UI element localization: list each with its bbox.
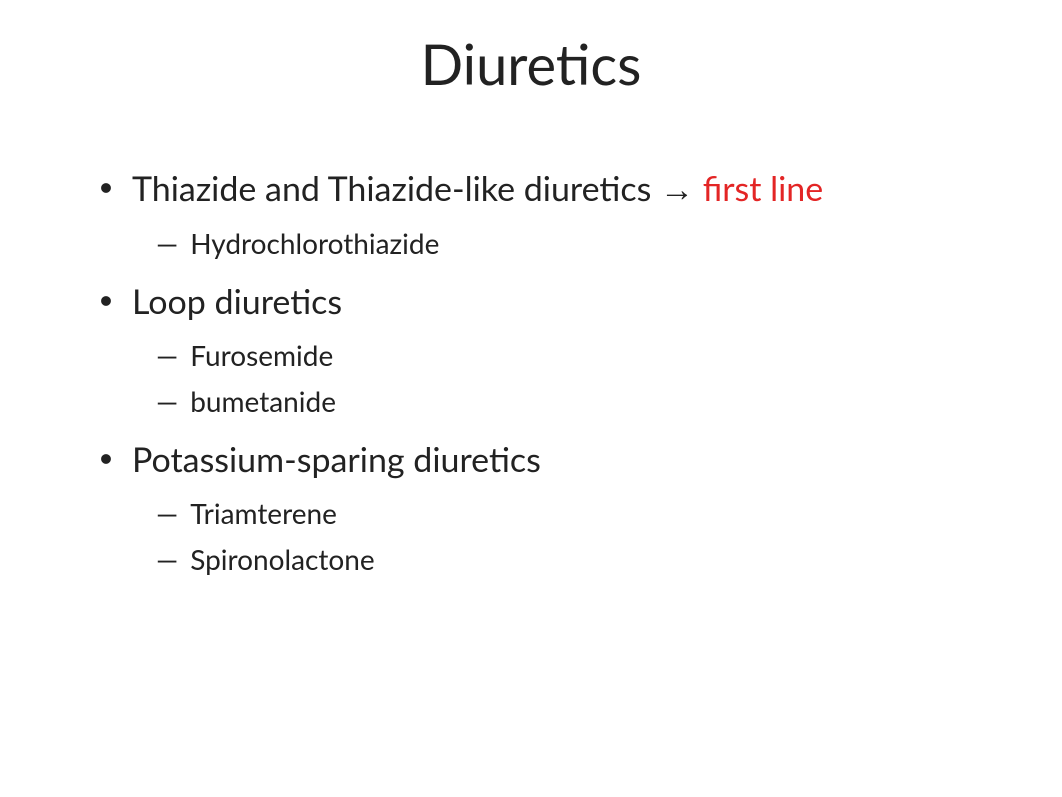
bullet-marker: ● [100, 438, 112, 478]
sub-list: — Triamterene — Spironolactone [100, 494, 1002, 578]
arrow-icon: → [660, 171, 694, 209]
sub-marker: — [156, 382, 178, 420]
sub-text: bumetanide [190, 382, 336, 420]
bullet-item: ● Potassium-sparing diuretics [100, 438, 1002, 482]
sub-marker: — [156, 336, 178, 374]
bullet-marker: ● [100, 167, 112, 207]
slide-content: ● Thiazide and Thiazide-like diuretics →… [60, 167, 1002, 578]
sub-text: Triamterene [190, 494, 337, 532]
sub-text: Hydrochlorothiazide [190, 224, 439, 262]
bullet-text: Thiazide and Thiazide-like diuretics → f… [132, 167, 823, 212]
highlight-text: first line [694, 168, 823, 209]
sub-item: — Hydrochlorothiazide [156, 224, 1002, 262]
sub-list: — Furosemide — bumetanide [100, 336, 1002, 420]
sub-text: Furosemide [190, 336, 333, 374]
slide-title: Diuretics [60, 30, 1002, 97]
slide: Diuretics ● Thiazide and Thiazide-like d… [0, 0, 1062, 797]
sub-item: — Triamterene [156, 494, 1002, 532]
sub-item: — Spironolactone [156, 540, 1002, 578]
sub-text: Spironolactone [190, 540, 374, 578]
bullet-item: ● Thiazide and Thiazide-like diuretics →… [100, 167, 1002, 212]
sub-item: — bumetanide [156, 382, 1002, 420]
bullet-text: Potassium-sparing diuretics [132, 438, 541, 482]
sub-marker: — [156, 540, 178, 578]
sub-item: — Furosemide [156, 336, 1002, 374]
sub-list: — Hydrochlorothiazide [100, 224, 1002, 262]
bullet-marker: ● [100, 280, 112, 320]
sub-marker: — [156, 494, 178, 532]
bullet-text: Loop diuretics [132, 280, 342, 324]
bullet-label: Thiazide and Thiazide-like diuretics [132, 168, 660, 209]
sub-marker: — [156, 224, 178, 262]
bullet-item: ● Loop diuretics [100, 280, 1002, 324]
